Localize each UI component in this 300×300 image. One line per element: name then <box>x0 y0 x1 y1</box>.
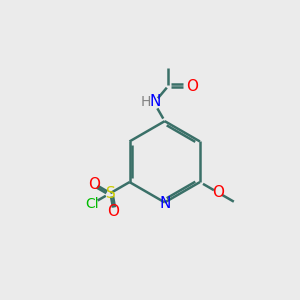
Text: O: O <box>212 185 224 200</box>
Text: S: S <box>106 186 115 201</box>
Text: H: H <box>141 95 151 109</box>
Text: Cl: Cl <box>85 197 99 211</box>
Text: O: O <box>108 204 120 219</box>
Text: N: N <box>150 94 161 110</box>
Text: O: O <box>88 176 101 191</box>
Text: O: O <box>186 79 198 94</box>
Text: N: N <box>159 196 171 211</box>
